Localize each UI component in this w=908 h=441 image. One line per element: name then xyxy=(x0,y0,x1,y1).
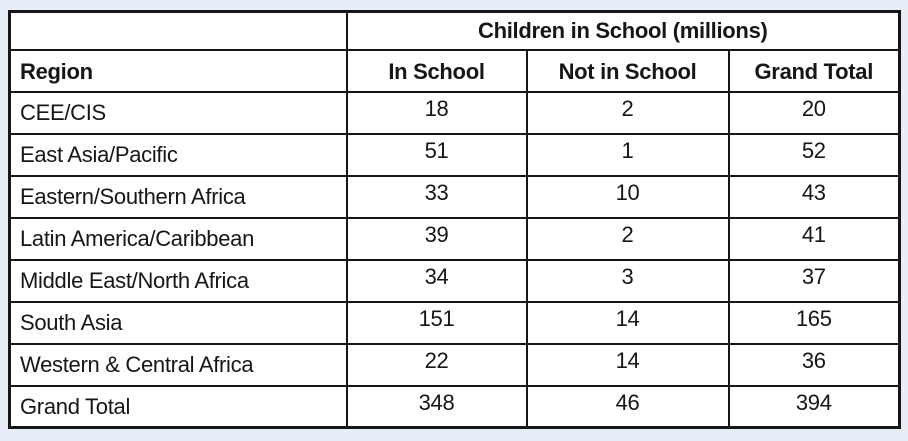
grand-total-cell: 52 xyxy=(727,132,901,177)
region-cell: Middle East/North Africa xyxy=(8,258,348,303)
column-header-in-school: In School xyxy=(345,48,528,93)
in-school-cell: 22 xyxy=(345,342,528,387)
table-row: Eastern/Southern Africa 33 10 43 xyxy=(8,174,901,219)
region-cell: South Asia xyxy=(8,300,348,345)
grand-total-cell: 43 xyxy=(727,174,901,219)
in-school-cell: 18 xyxy=(345,90,528,135)
column-header-grand-total: Grand Total xyxy=(727,48,901,93)
table-row: East Asia/Pacific 51 1 52 xyxy=(8,132,901,177)
in-school-cell: 151 xyxy=(345,300,528,345)
table-row: Latin America/Caribbean 39 2 41 xyxy=(8,216,901,261)
group-header-row: Children in School (millions) xyxy=(8,10,901,51)
region-cell: Latin America/Caribbean xyxy=(8,216,348,261)
empty-corner-cell xyxy=(8,10,348,51)
not-in-school-cell: 46 xyxy=(525,384,730,429)
region-cell: East Asia/Pacific xyxy=(8,132,348,177)
grand-total-cell: 36 xyxy=(727,342,901,387)
table-row-grand-total: Grand Total 348 46 394 xyxy=(8,384,901,429)
in-school-cell: 34 xyxy=(345,258,528,303)
grand-total-cell: 20 xyxy=(727,90,901,135)
in-school-cell: 348 xyxy=(345,384,528,429)
table-row: Western & Central Africa 22 14 36 xyxy=(8,342,901,387)
not-in-school-cell: 14 xyxy=(525,300,730,345)
in-school-cell: 39 xyxy=(345,216,528,261)
not-in-school-cell: 2 xyxy=(525,216,730,261)
children-in-school-table: Children in School (millions) Region In … xyxy=(8,10,902,429)
column-header-region: Region xyxy=(8,48,348,93)
region-cell: CEE/CIS xyxy=(8,90,348,135)
grand-total-cell: 37 xyxy=(727,258,901,303)
grand-total-cell: 165 xyxy=(727,300,901,345)
grand-total-cell: 394 xyxy=(727,384,901,429)
not-in-school-cell: 14 xyxy=(525,342,730,387)
not-in-school-cell: 3 xyxy=(525,258,730,303)
not-in-school-cell: 1 xyxy=(525,132,730,177)
region-cell: Western & Central Africa xyxy=(8,342,348,387)
in-school-cell: 51 xyxy=(345,132,528,177)
table-row: Middle East/North Africa 34 3 37 xyxy=(8,258,901,303)
region-cell: Grand Total xyxy=(8,384,348,429)
column-header-not-in-school: Not in School xyxy=(525,48,730,93)
not-in-school-cell: 2 xyxy=(525,90,730,135)
table-group-header: Children in School (millions) xyxy=(345,10,901,51)
not-in-school-cell: 10 xyxy=(525,174,730,219)
table-row: CEE/CIS 18 2 20 xyxy=(8,90,901,135)
region-cell: Eastern/Southern Africa xyxy=(8,174,348,219)
column-header-row: Region In School Not in School Grand Tot… xyxy=(8,48,901,93)
in-school-cell: 33 xyxy=(345,174,528,219)
grand-total-cell: 41 xyxy=(727,216,901,261)
table-row: South Asia 151 14 165 xyxy=(8,300,901,345)
